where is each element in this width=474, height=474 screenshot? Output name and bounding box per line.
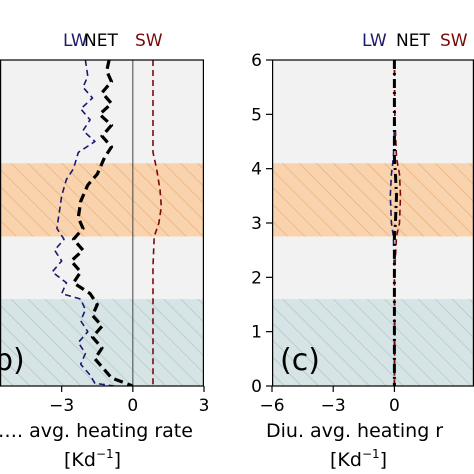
band-hatch-3 <box>272 299 474 386</box>
panel-b-legend-net: NET <box>84 31 118 51</box>
band-2 <box>0 236 204 300</box>
panel-c-xlabel: Diu. avg. heating r <box>266 420 443 442</box>
panel-c-bands <box>272 60 474 386</box>
ytick-label: 0 <box>251 377 262 397</box>
ytick-label: 5 <box>251 105 262 125</box>
series-sw-line <box>152 60 163 386</box>
ytick-label: 4 <box>251 160 262 180</box>
panel-b-legend-sw: SW <box>135 31 163 51</box>
panel-b-xlabel: …. avg. heating rate <box>0 420 193 442</box>
xtick-label: −3 <box>321 396 346 416</box>
panel-c-legend-lw: LW <box>362 31 387 51</box>
panel-b-legend: LW NET SW <box>63 31 163 51</box>
panel-c-legend-sw: SW <box>440 31 468 51</box>
series-lw-line <box>51 60 115 386</box>
panel-c-xlabel-units: [Kd−1] <box>330 447 387 471</box>
panel-c: −6 −3 0 0 1 2 3 4 5 6 (c) Diu. avg. heating r [K… <box>251 31 474 471</box>
xtick-label: −3 <box>49 396 74 416</box>
panel-c-label: (c) <box>280 343 320 378</box>
panel-b-xticks: −3 0 3 <box>49 386 209 416</box>
xtick-label: 3 <box>199 396 210 416</box>
panel-b-xlabel-units: [Kd−1] <box>64 447 121 471</box>
xtick-label: 0 <box>127 396 138 416</box>
series-sw-line <box>393 60 402 386</box>
panel-c-xticks: −6 −3 0 <box>259 386 400 416</box>
ytick-label: 3 <box>251 214 262 234</box>
ytick-label: 1 <box>251 323 262 343</box>
panel-b: −3 0 3 b) …. avg. heating rate [Kd−1] LW N… <box>0 31 209 471</box>
series-net-line <box>392 60 398 386</box>
panel-b-bands <box>0 60 204 386</box>
band-2 <box>272 236 474 300</box>
panel-c-frame <box>272 59 474 387</box>
band-hatch-3 <box>0 299 204 386</box>
band-hatch-1 <box>0 163 204 237</box>
xtick-label: 0 <box>389 396 400 416</box>
band-0 <box>272 60 474 164</box>
band-hatch-1 <box>272 163 474 237</box>
panel-b-frame <box>0 59 205 387</box>
panel-c-legend-net: NET <box>396 31 430 51</box>
xtick-label: −6 <box>259 396 284 416</box>
panel-c-legend: LW NET SW <box>362 31 468 51</box>
panel-c-series <box>389 60 402 386</box>
panel-b-legend-lw: LW <box>63 31 88 51</box>
panel-b-series <box>51 60 163 386</box>
series-net-line <box>69 60 134 386</box>
ytick-label: 6 <box>251 51 262 71</box>
ytick-label: 2 <box>251 268 262 288</box>
panel-b-label: b) <box>0 343 25 378</box>
panel-c-yticks: 0 1 2 3 4 5 6 <box>251 51 272 397</box>
